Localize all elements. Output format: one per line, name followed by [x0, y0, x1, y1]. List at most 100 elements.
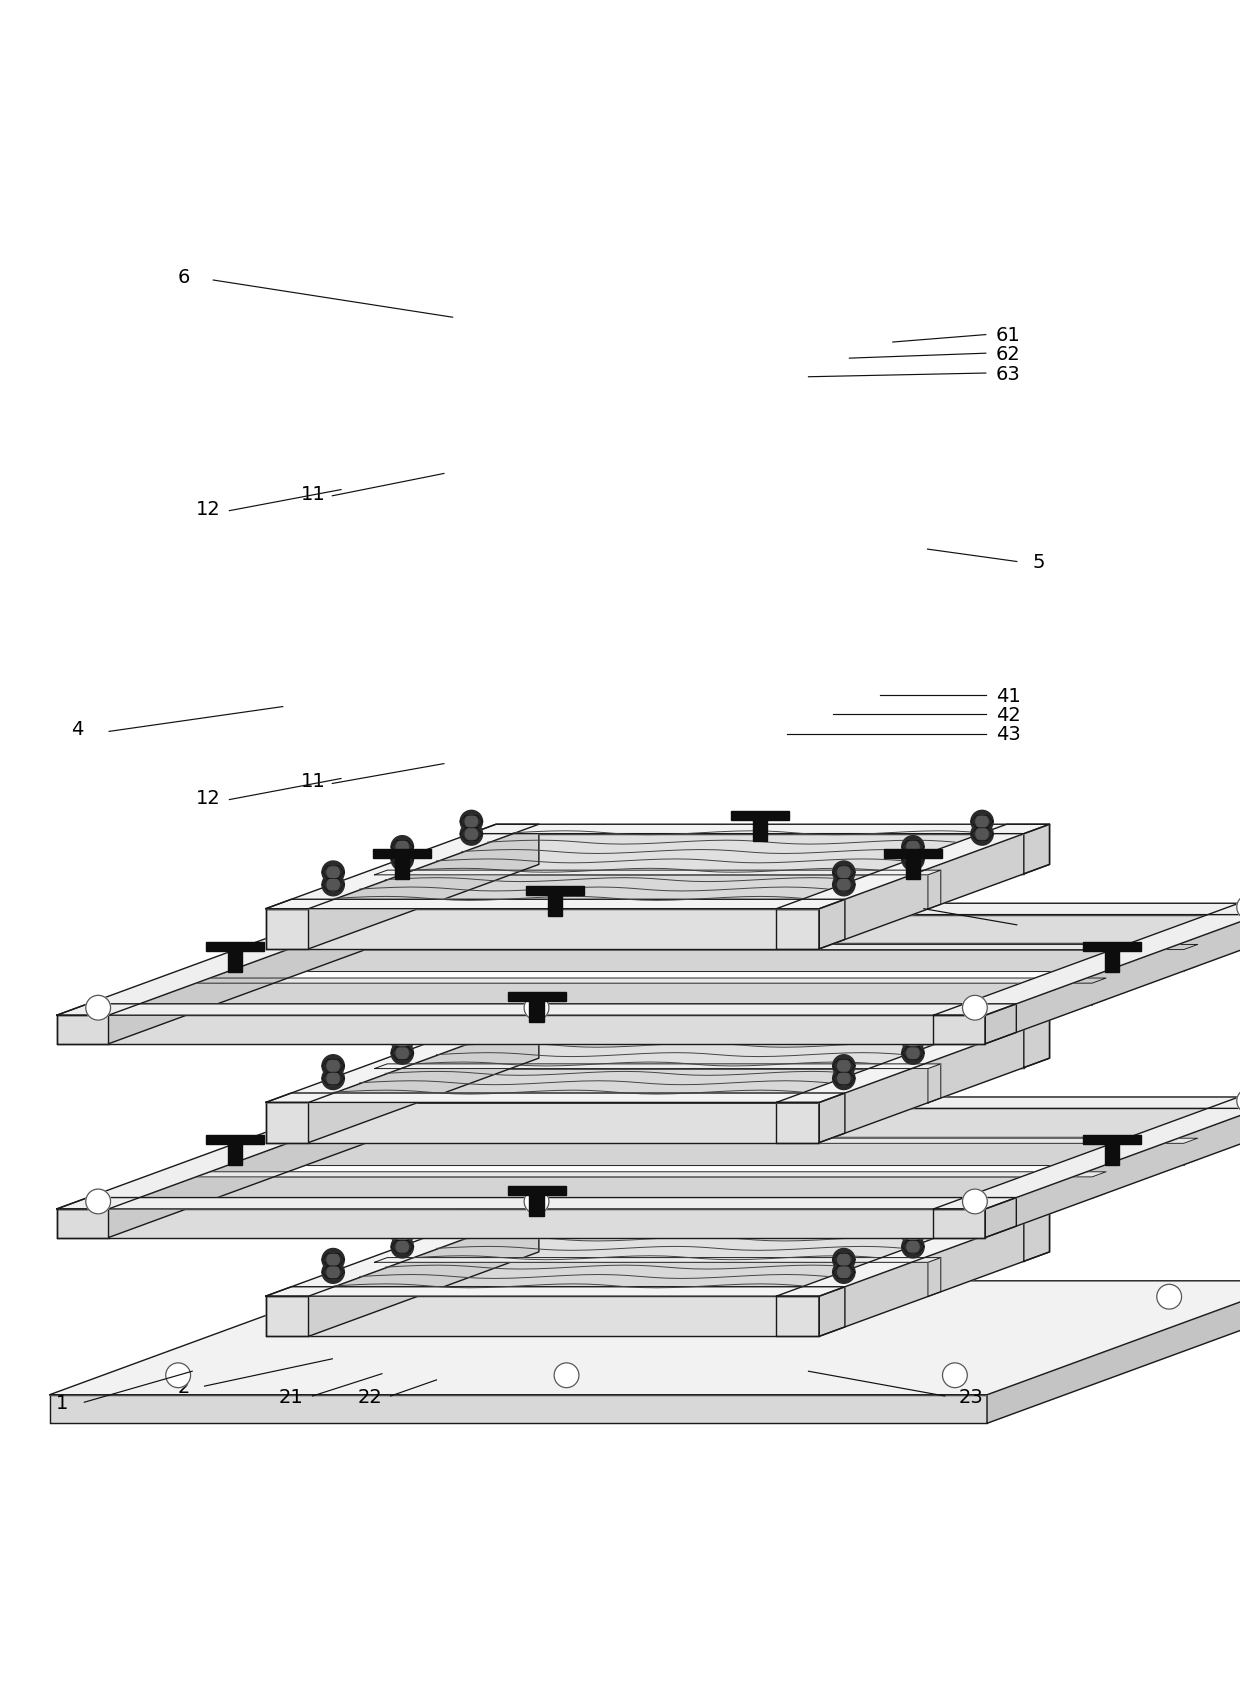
Polygon shape — [884, 849, 942, 858]
Polygon shape — [228, 950, 243, 972]
Polygon shape — [391, 1241, 413, 1253]
Polygon shape — [50, 1282, 1240, 1394]
Polygon shape — [833, 1060, 856, 1073]
Circle shape — [1236, 1088, 1240, 1113]
Polygon shape — [776, 824, 1049, 910]
Polygon shape — [934, 1016, 986, 1045]
Circle shape — [360, 895, 384, 920]
Polygon shape — [265, 1018, 539, 1103]
Circle shape — [86, 1189, 110, 1214]
Polygon shape — [265, 1103, 309, 1144]
Polygon shape — [529, 1001, 543, 1023]
Polygon shape — [833, 1253, 856, 1267]
Polygon shape — [934, 1209, 986, 1238]
Circle shape — [327, 1253, 340, 1267]
Polygon shape — [265, 1213, 539, 1297]
Circle shape — [833, 1262, 856, 1283]
Circle shape — [322, 861, 345, 883]
Polygon shape — [309, 1213, 539, 1337]
Circle shape — [833, 1248, 856, 1272]
Circle shape — [976, 1009, 988, 1021]
Polygon shape — [507, 1186, 565, 1194]
Polygon shape — [460, 816, 482, 828]
Polygon shape — [901, 1241, 924, 1253]
Circle shape — [396, 1048, 408, 1060]
Circle shape — [391, 1029, 413, 1053]
Polygon shape — [265, 1297, 820, 1337]
Circle shape — [838, 1073, 849, 1085]
Polygon shape — [776, 1297, 820, 1337]
Text: 43: 43 — [996, 725, 1021, 743]
Polygon shape — [57, 1004, 1017, 1016]
Circle shape — [901, 1043, 924, 1065]
Circle shape — [391, 836, 413, 858]
Circle shape — [838, 1060, 849, 1073]
Circle shape — [322, 875, 345, 897]
Polygon shape — [820, 900, 844, 949]
Polygon shape — [265, 824, 539, 910]
Circle shape — [391, 849, 413, 871]
Circle shape — [460, 822, 482, 846]
Polygon shape — [374, 1263, 928, 1297]
Circle shape — [906, 841, 919, 853]
Polygon shape — [934, 903, 1240, 1016]
Circle shape — [465, 1216, 477, 1228]
Circle shape — [906, 1048, 919, 1060]
Polygon shape — [1092, 1172, 1106, 1199]
Circle shape — [976, 1203, 988, 1216]
Circle shape — [901, 1029, 924, 1053]
Circle shape — [833, 875, 856, 897]
Polygon shape — [164, 979, 1106, 984]
Polygon shape — [928, 1258, 941, 1297]
Circle shape — [396, 841, 408, 853]
Polygon shape — [265, 1287, 844, 1297]
Polygon shape — [322, 1267, 345, 1278]
Polygon shape — [971, 1216, 993, 1228]
Polygon shape — [255, 950, 1184, 972]
Circle shape — [525, 996, 549, 1021]
Circle shape — [962, 996, 987, 1021]
Polygon shape — [804, 900, 818, 922]
Polygon shape — [265, 910, 820, 949]
Polygon shape — [776, 1018, 1049, 1103]
Circle shape — [971, 1211, 993, 1233]
Polygon shape — [206, 942, 264, 950]
Polygon shape — [374, 1258, 941, 1263]
Polygon shape — [374, 1070, 928, 1103]
Circle shape — [976, 816, 988, 828]
Polygon shape — [804, 1095, 818, 1115]
Polygon shape — [391, 1228, 413, 1241]
Polygon shape — [776, 910, 820, 949]
Polygon shape — [901, 1048, 924, 1060]
Polygon shape — [470, 1028, 1024, 1068]
Circle shape — [906, 854, 919, 866]
Polygon shape — [820, 1093, 844, 1144]
Circle shape — [906, 1228, 919, 1241]
Polygon shape — [986, 1004, 1017, 1045]
Polygon shape — [776, 1103, 820, 1144]
Polygon shape — [987, 1282, 1240, 1423]
Polygon shape — [265, 910, 309, 949]
Circle shape — [838, 866, 849, 878]
Polygon shape — [265, 900, 844, 910]
Polygon shape — [928, 1065, 941, 1103]
Polygon shape — [820, 1018, 1049, 1144]
Polygon shape — [322, 880, 345, 891]
Circle shape — [976, 1216, 988, 1228]
Circle shape — [360, 1088, 384, 1113]
Polygon shape — [374, 1065, 941, 1070]
Polygon shape — [470, 824, 1049, 834]
Circle shape — [460, 1198, 482, 1221]
Circle shape — [901, 1223, 924, 1246]
Text: 11: 11 — [301, 484, 326, 503]
Polygon shape — [228, 1144, 243, 1166]
Polygon shape — [396, 858, 409, 880]
Polygon shape — [206, 1135, 264, 1144]
Polygon shape — [57, 1209, 986, 1238]
Text: 23: 23 — [959, 1386, 983, 1406]
Polygon shape — [971, 1009, 993, 1023]
Text: 12: 12 — [196, 789, 221, 807]
Circle shape — [833, 861, 856, 883]
Circle shape — [391, 1043, 413, 1065]
Polygon shape — [309, 1018, 539, 1144]
